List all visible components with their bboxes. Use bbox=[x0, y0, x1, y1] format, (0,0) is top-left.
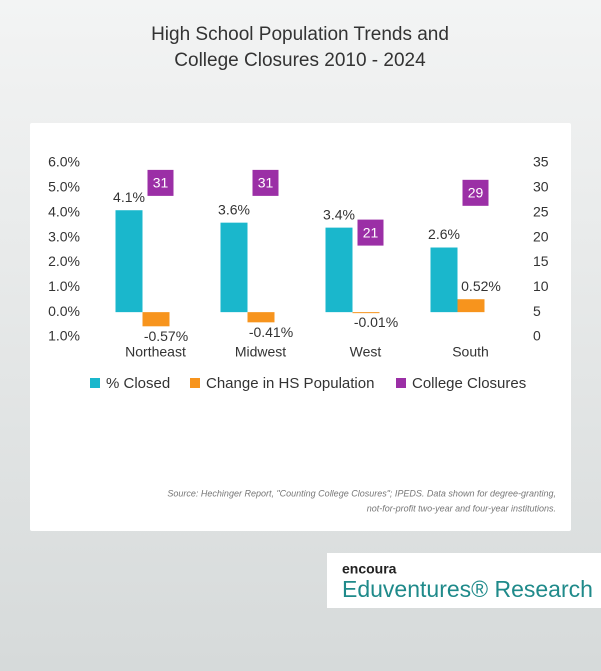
card bbox=[30, 123, 571, 531]
chart-title: College Closures 2010 - 2024 bbox=[174, 50, 426, 71]
y-tick-label: 3.0% bbox=[48, 228, 80, 244]
legend-swatch bbox=[190, 378, 200, 388]
y-tick-label: 1.0% bbox=[48, 278, 80, 294]
y-tick-label: 0.0% bbox=[48, 303, 80, 319]
logo-brand: encoura bbox=[342, 561, 397, 577]
data-label: 21 bbox=[363, 224, 379, 240]
bar bbox=[325, 227, 353, 313]
y2-tick-label: 35 bbox=[533, 154, 549, 170]
y-tick-label: 6.0% bbox=[48, 154, 80, 170]
legend-label: % Closed bbox=[106, 375, 170, 392]
closure-marker bbox=[147, 169, 174, 196]
y-tick-label: 5.0% bbox=[48, 179, 80, 195]
data-label: -0.01% bbox=[354, 314, 398, 330]
bar bbox=[142, 312, 170, 327]
bar bbox=[430, 247, 458, 313]
y2-tick-label: 25 bbox=[533, 203, 549, 219]
legend-label: College Closures bbox=[412, 375, 526, 392]
y-tick-label: 2.0% bbox=[48, 253, 80, 269]
data-label: -0.57% bbox=[144, 328, 188, 344]
y2-tick-label: 20 bbox=[533, 228, 549, 244]
y2-tick-label: 15 bbox=[533, 253, 549, 269]
x-tick-label: South bbox=[452, 344, 489, 360]
y-tick-label: 1.0% bbox=[48, 328, 80, 344]
closure-marker bbox=[357, 219, 384, 246]
logo-product: Eduventures® Research bbox=[342, 576, 593, 602]
legend-swatch bbox=[396, 378, 406, 388]
data-label: 31 bbox=[153, 175, 169, 191]
data-label: 2.6% bbox=[428, 226, 460, 242]
bar bbox=[352, 312, 380, 314]
legend-swatch bbox=[90, 378, 100, 388]
data-label: 0.52% bbox=[461, 278, 501, 294]
data-label: 29 bbox=[468, 185, 484, 201]
y2-tick-label: 30 bbox=[533, 179, 549, 195]
legend-label: Change in HS Population bbox=[206, 375, 374, 392]
source-note: Source: Hechinger Report, "Counting Coll… bbox=[167, 488, 556, 498]
closure-marker bbox=[252, 169, 279, 196]
data-label: 3.6% bbox=[218, 201, 250, 217]
bar bbox=[247, 312, 275, 323]
y2-tick-label: 5 bbox=[533, 303, 541, 319]
x-tick-label: Midwest bbox=[235, 344, 286, 360]
x-tick-label: Northeast bbox=[125, 344, 186, 360]
data-label: -0.41% bbox=[249, 324, 293, 340]
logo-box bbox=[327, 553, 601, 608]
source-note: not-for-profit two-year and four-year in… bbox=[367, 503, 556, 513]
bar bbox=[457, 299, 485, 313]
closure-marker bbox=[462, 179, 489, 206]
x-tick-label: West bbox=[350, 344, 382, 360]
data-label: 4.1% bbox=[113, 189, 145, 205]
y2-tick-label: 0 bbox=[533, 328, 541, 344]
bar bbox=[115, 210, 143, 313]
chart-title: High School Population Trends and bbox=[151, 24, 449, 45]
y-tick-label: 4.0% bbox=[48, 203, 80, 219]
y2-tick-label: 10 bbox=[533, 278, 549, 294]
data-label: 3.4% bbox=[323, 206, 355, 222]
bar bbox=[220, 222, 248, 313]
data-label: 31 bbox=[258, 175, 274, 191]
